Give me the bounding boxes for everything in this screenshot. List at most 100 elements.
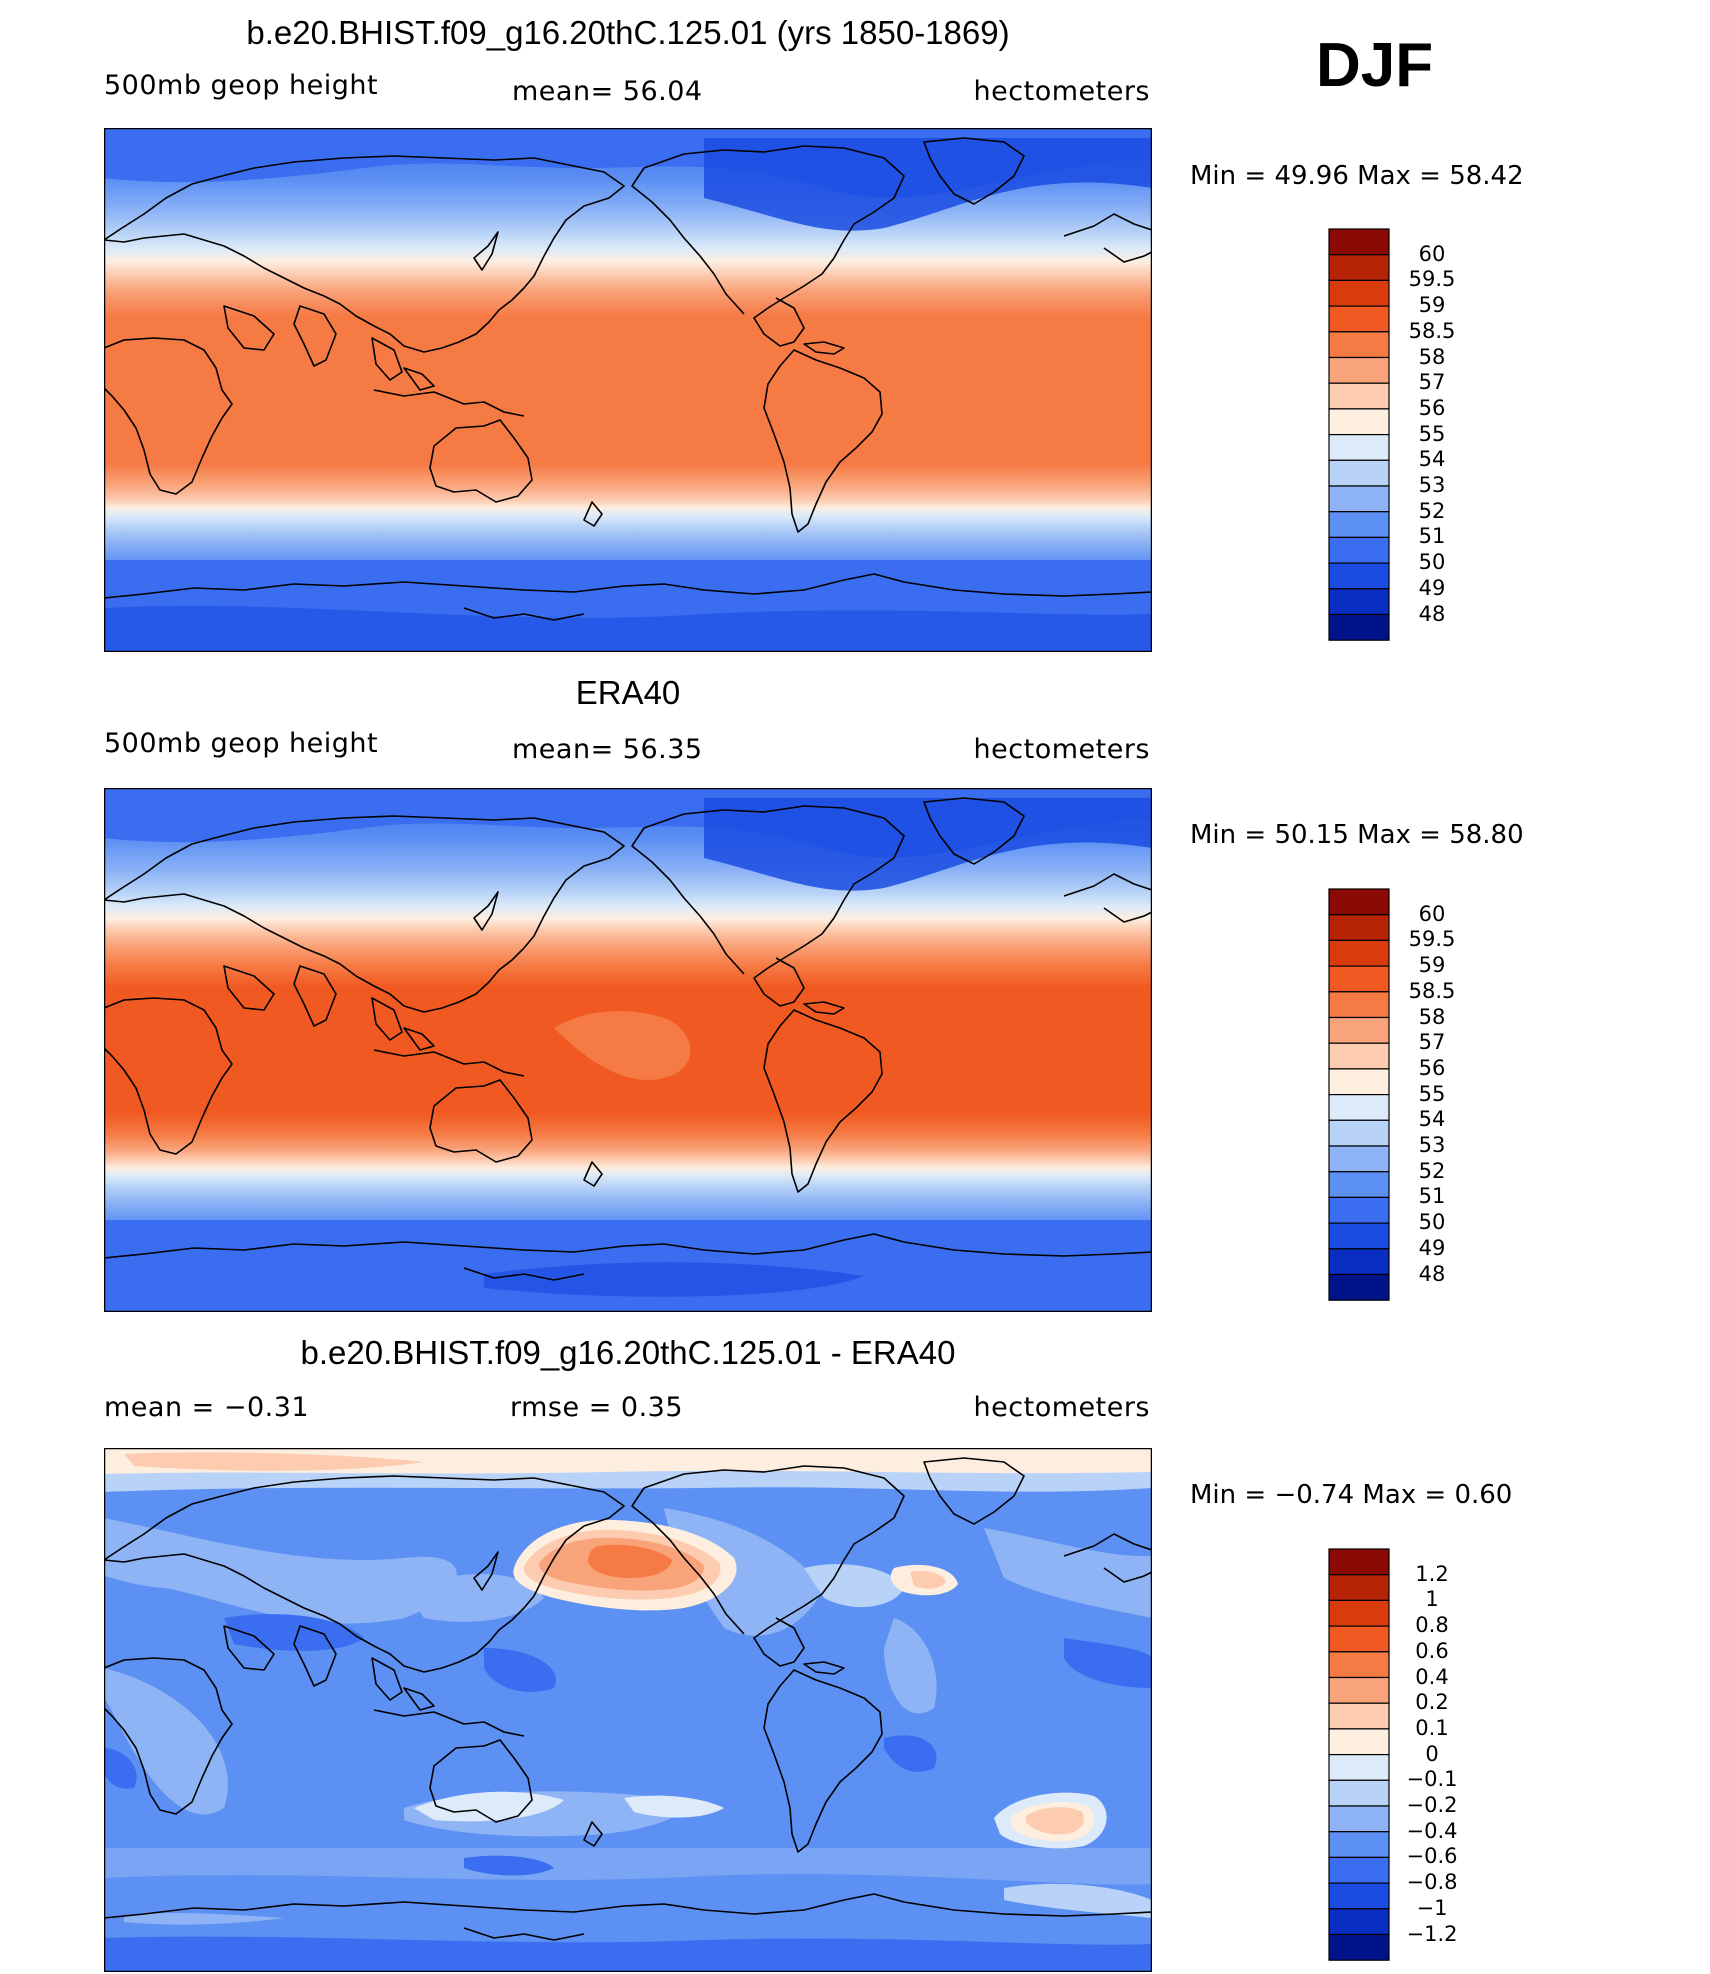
colorbar-label: 57 xyxy=(1418,370,1446,395)
colorbar-label: −0.4 xyxy=(1406,1818,1458,1843)
map-difference xyxy=(104,1448,1152,1972)
colorbar-label: 49 xyxy=(1418,575,1446,600)
colorbar-swatch xyxy=(1328,305,1390,333)
colorbar-swatch xyxy=(1328,1094,1390,1121)
colorbar-swatch xyxy=(1328,965,1390,993)
panel1-title: b.e20.BHIST.f09_g16.20thC.125.01 (yrs 18… xyxy=(246,14,1010,51)
colorbar-swatch xyxy=(1328,1805,1390,1833)
colorbar-swatch xyxy=(1328,613,1390,641)
colorbar-swatch xyxy=(1328,536,1390,564)
colorbar-swatch xyxy=(1328,485,1390,513)
season-label: DJF xyxy=(1316,31,1434,100)
colorbar-swatch xyxy=(1328,1625,1390,1653)
colorbar-swatch xyxy=(1328,888,1390,916)
colorbar-swatch xyxy=(1328,1676,1390,1704)
colorbar-label: 52 xyxy=(1418,1158,1446,1183)
colorbar-label: 48 xyxy=(1418,601,1446,626)
panel1-units-label: hectometers xyxy=(973,76,1150,107)
colorbar-swatch xyxy=(1328,1574,1390,1602)
colorbar-label: 59.5 xyxy=(1408,267,1456,292)
panel3-units-label: hectometers xyxy=(973,1392,1150,1423)
colorbar-difference: 1.2 1 0.8 0.6 0.4 0.2 0.1 0 −0.1 −0.2 −0.4 −0.6 −0.8… xyxy=(1328,1548,1458,1966)
colorbar-label: 0.6 xyxy=(1415,1638,1449,1663)
colorbar-label: 52 xyxy=(1418,498,1446,523)
colorbar-label: 60 xyxy=(1418,901,1446,926)
colorbar-label: 49 xyxy=(1418,1235,1446,1260)
colorbar-label: −0.6 xyxy=(1406,1844,1458,1869)
colorbar-label: 58 xyxy=(1418,344,1446,369)
colorbar-label: −0.1 xyxy=(1406,1767,1458,1792)
colorbar-swatch xyxy=(1328,1548,1390,1576)
colorbar-label: −0.8 xyxy=(1406,1870,1458,1895)
colorbar-height-model: 60 59.5 59 58.5 58 57 56 55 54 53 52 51 50 49 48 xyxy=(1328,228,1455,646)
colorbar-label: 58.5 xyxy=(1408,978,1456,1003)
colorbar-label: −1 xyxy=(1416,1895,1448,1920)
colorbar-swatches xyxy=(1328,228,1390,641)
colorbar-swatch xyxy=(1328,1222,1390,1250)
colorbar-swatch xyxy=(1328,562,1390,590)
colorbar-swatch xyxy=(1328,1016,1390,1044)
colorbar-label: 50 xyxy=(1418,550,1446,575)
map-model xyxy=(104,128,1152,652)
colorbar-swatch xyxy=(1328,588,1390,616)
colorbar-swatch xyxy=(1328,991,1390,1019)
colorbar-label: 54 xyxy=(1418,1107,1446,1132)
panel2-minmax: Min = 50.15 Max = 58.80 xyxy=(1190,820,1524,850)
colorbar-label: 56 xyxy=(1418,395,1446,420)
panel3-title: b.e20.BHIST.f09_g16.20thC.125.01 - ERA40 xyxy=(300,1334,956,1371)
colorbar-swatch xyxy=(1328,1171,1390,1199)
colorbar-swatch xyxy=(1328,1068,1390,1096)
colorbar-label: 0.1 xyxy=(1415,1715,1449,1740)
colorbar-swatch xyxy=(1328,1273,1390,1301)
panel2-variable-label: 500mb geop height xyxy=(104,728,379,759)
colorbar-label: 53 xyxy=(1418,473,1446,497)
map-era40 xyxy=(104,788,1152,1312)
panel3-mean-label: mean = −0.31 xyxy=(104,1392,310,1423)
colorbar-label: −0.2 xyxy=(1406,1793,1458,1817)
panel2-title: ERA40 xyxy=(575,674,681,711)
colorbar-swatch xyxy=(1328,1933,1390,1961)
colorbar-label: 59.5 xyxy=(1408,927,1456,952)
colorbar-label: 0.8 xyxy=(1415,1613,1449,1638)
colorbar-swatch xyxy=(1328,1856,1390,1884)
colorbar-label: 48 xyxy=(1418,1261,1446,1286)
colorbar-swatch xyxy=(1328,408,1390,436)
colorbar-swatch xyxy=(1328,356,1390,384)
panel3-minmax: Min = −0.74 Max = 0.60 xyxy=(1190,1480,1513,1510)
colorbar-swatches xyxy=(1328,1548,1390,1961)
colorbar-label: 58 xyxy=(1418,1004,1446,1029)
colorbar-swatches xyxy=(1328,888,1390,1301)
colorbar-swatch xyxy=(1328,1728,1390,1756)
colorbar-label: 58.5 xyxy=(1408,318,1456,343)
colorbar-label: 53 xyxy=(1418,1133,1446,1157)
colorbar-swatch xyxy=(1328,1599,1390,1627)
colorbar-swatch xyxy=(1328,331,1390,359)
colorbar-label: 50 xyxy=(1418,1210,1446,1235)
colorbar-swatch xyxy=(1328,1119,1390,1147)
colorbar-swatch xyxy=(1328,1779,1390,1807)
colorbar-swatch xyxy=(1328,228,1390,256)
colorbar-label: 55 xyxy=(1418,1081,1446,1106)
colorbar-label: 0.4 xyxy=(1415,1664,1449,1689)
colorbar-label: 0.2 xyxy=(1415,1690,1449,1715)
colorbar-label: 59 xyxy=(1418,953,1446,978)
colorbar-label: 1 xyxy=(1425,1587,1439,1612)
colorbar-swatch xyxy=(1328,459,1390,487)
colorbar-swatch xyxy=(1328,1882,1390,1910)
colorbar-swatch xyxy=(1328,1145,1390,1173)
colorbar-label: 57 xyxy=(1418,1030,1446,1055)
colorbar-swatch xyxy=(1328,382,1390,410)
colorbar-swatch xyxy=(1328,1651,1390,1679)
panel1-variable-label: 500mb geop height xyxy=(104,70,379,101)
colorbar-label: 56 xyxy=(1418,1055,1446,1080)
colorbar-label: 51 xyxy=(1418,524,1446,549)
panel1-mean-label: mean= 56.04 xyxy=(512,76,703,107)
colorbar-swatch xyxy=(1328,1248,1390,1276)
colorbar-swatch xyxy=(1328,434,1390,461)
colorbar-swatch xyxy=(1328,939,1390,967)
colorbar-swatch xyxy=(1328,1702,1390,1730)
colorbar-swatch xyxy=(1328,254,1390,282)
colorbar-swatch xyxy=(1328,1196,1390,1224)
colorbar-label: 51 xyxy=(1418,1184,1446,1209)
colorbar-label: 60 xyxy=(1418,241,1446,266)
